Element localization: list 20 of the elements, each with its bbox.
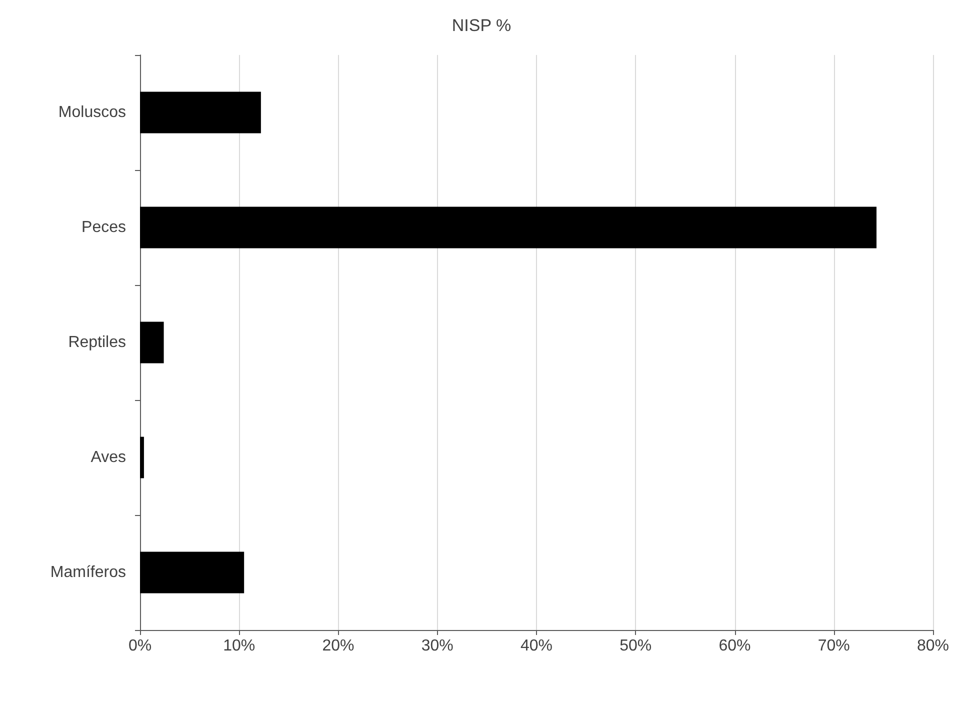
x-tick-label: 70%: [818, 638, 850, 654]
bar: [140, 436, 144, 478]
bar: [140, 552, 244, 594]
chart-title: NISP %: [452, 16, 512, 35]
x-tick-label: 80%: [916, 638, 950, 654]
y-tick-label: Moluscos: [58, 104, 126, 121]
y-tick-label: Aves: [90, 449, 126, 466]
x-tick-label: 60%: [718, 638, 751, 654]
x-tick-label: 0%: [128, 638, 152, 654]
x-tick-label: 50%: [620, 638, 652, 654]
x-tick-label: 20%: [322, 638, 354, 654]
y-tick-label: Peces: [82, 219, 126, 236]
bar: [140, 206, 876, 248]
x-tick-label: 30%: [421, 638, 454, 654]
y-tick-label: Mamíferos: [50, 564, 126, 581]
y-tick-label: Reptiles: [68, 334, 126, 351]
x-tick-label: 10%: [223, 638, 256, 654]
bar: [140, 322, 164, 364]
bar: [140, 92, 261, 134]
x-tick-label: 40%: [520, 638, 553, 654]
